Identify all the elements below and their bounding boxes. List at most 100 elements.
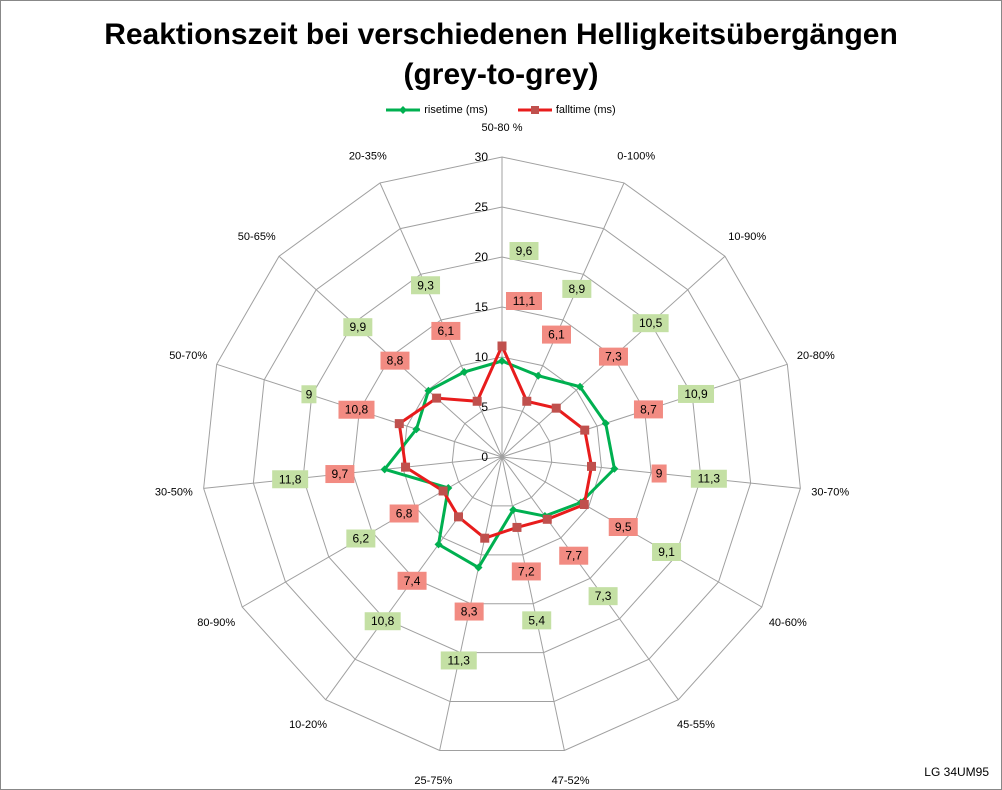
legend: risetime (ms) falltime (ms) (1, 104, 1001, 116)
data-label-rise: 9,6 (516, 244, 533, 258)
data-label-rise: 10,5 (639, 316, 663, 330)
data-label-rise: 8,9 (568, 282, 585, 296)
legend-risetime: risetime (ms) (386, 104, 488, 116)
category-label: 50-65% (238, 231, 276, 243)
data-point-fall (401, 462, 411, 472)
data-label-fall: 10,8 (345, 403, 369, 417)
data-label-bg (633, 400, 663, 419)
tick-label: 15 (475, 300, 489, 314)
legend-risetime-marker (386, 106, 421, 114)
credit-label: LG 34UM95 (924, 765, 989, 779)
category-label: 25-75% (414, 775, 452, 787)
data-point-rise (412, 425, 421, 434)
category-label: 30-70% (811, 486, 849, 498)
data-label-fall: 6,1 (548, 328, 565, 342)
data-label-rise: 10,8 (371, 614, 395, 628)
data-label-bg (389, 504, 419, 523)
data-label-bg (690, 469, 727, 488)
data-point-rise (460, 368, 469, 377)
category-label: 47-52% (552, 775, 590, 787)
grid-spoke (501, 456, 565, 751)
data-point-rise (474, 563, 483, 572)
tick-label: 30 (475, 150, 489, 164)
data-point-fall (579, 500, 589, 509)
data-label-bg (559, 546, 589, 565)
data-label-fall: 7,4 (404, 574, 421, 588)
data-label-bg (380, 351, 410, 370)
data-label-bg (301, 385, 317, 404)
data-point-fall (480, 533, 490, 543)
category-label: 20-80% (797, 350, 835, 362)
data-point-fall (587, 461, 597, 471)
data-label-bg (588, 587, 618, 606)
data-label-fall: 11,1 (513, 294, 536, 308)
category-label: 80-90% (197, 617, 235, 629)
category-label: 10-20% (289, 719, 327, 731)
data-label-bg (632, 314, 669, 333)
legend-risetime-label: risetime (ms) (424, 104, 488, 116)
data-label-rise: 9,3 (417, 278, 434, 292)
data-label-fall: 7,7 (565, 549, 582, 563)
data-label-bg (506, 292, 542, 310)
data-point-rise (424, 386, 433, 395)
data-label-bg (511, 562, 541, 581)
tick-label: 20 (475, 250, 489, 264)
data-label-fall: 9 (656, 467, 663, 481)
data-point-fall (512, 522, 522, 532)
tick-label: 10 (475, 350, 489, 364)
data-label-bg (522, 611, 552, 630)
data-label-rise: 11,3 (448, 653, 471, 667)
data-label-bg (678, 384, 715, 403)
data-point-fall (472, 396, 482, 406)
data-label-bg (431, 321, 461, 340)
data-label-fall: 8,7 (640, 402, 657, 416)
data-label-bg (509, 242, 539, 260)
category-label: 20-35% (349, 151, 387, 163)
category-label: 50-80 % (482, 122, 523, 134)
data-label-bg (338, 400, 375, 419)
data-label-rise: 11,3 (698, 472, 721, 486)
data-point-rise (434, 540, 443, 549)
data-point-rise (380, 465, 389, 474)
category-label: 45-55% (677, 719, 715, 731)
data-label-bg (346, 529, 376, 548)
category-label: 30-50% (155, 486, 193, 498)
data-label-bg (272, 470, 309, 489)
data-point-fall (394, 419, 404, 429)
series-line-1 (397, 342, 594, 540)
data-label-rise: 7,3 (595, 589, 612, 603)
data-point-fall (438, 486, 448, 496)
grid-spoke (501, 456, 801, 489)
chart-title-text: Reaktionszeit bei verschiedenen Helligke… (104, 18, 898, 51)
data-label-fall: 7,2 (518, 564, 535, 578)
data-label-bg (542, 325, 572, 344)
grid-ring (252, 206, 752, 703)
data-label-fall: 9,5 (615, 520, 632, 534)
grid-ring (203, 156, 801, 751)
data-label-fall: 6,8 (396, 507, 413, 521)
data-label-bg (454, 602, 484, 621)
legend-falltime-marker (517, 106, 552, 114)
grid-ring (402, 356, 602, 556)
data-point-fall (542, 514, 552, 524)
data-point-fall (432, 393, 442, 403)
data-point-fall (454, 512, 464, 522)
data-label-bg (598, 347, 628, 366)
data-label-rise: 9 (306, 387, 313, 401)
legend-falltime: falltime (ms) (517, 104, 616, 116)
data-label-rise: 6,2 (352, 532, 369, 546)
data-label-rise: 9,1 (658, 545, 675, 559)
grid-spoke (501, 182, 625, 458)
data-label-bg (397, 571, 427, 590)
grid-ring (451, 406, 553, 507)
category-label: 40-60% (769, 617, 807, 629)
legend-falltime-label: falltime (ms) (555, 104, 616, 116)
data-point-rise (498, 357, 506, 365)
data-point-fall (497, 341, 507, 351)
category-label: 50-70% (169, 350, 207, 362)
grid-spoke (379, 182, 503, 458)
grid-spoke (501, 456, 679, 700)
data-label-bg (651, 464, 667, 483)
